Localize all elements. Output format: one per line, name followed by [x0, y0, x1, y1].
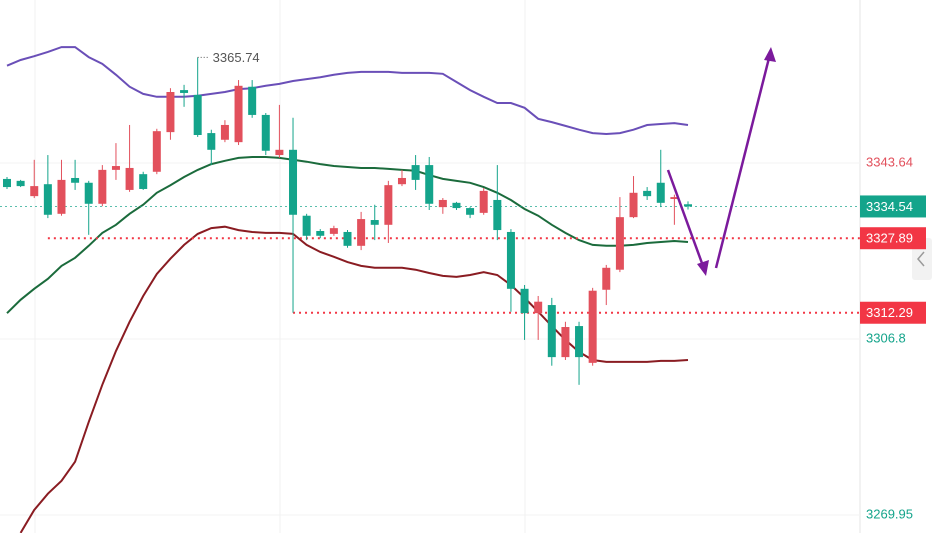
candle-body	[261, 114, 270, 151]
candle-body	[629, 192, 638, 218]
candle-body	[193, 94, 202, 135]
candle-body	[180, 90, 189, 93]
candle-body	[343, 231, 352, 246]
candle-body	[302, 215, 311, 236]
y-tick-label: 3306.8	[866, 330, 906, 345]
candle-body	[534, 301, 543, 314]
candle-body	[479, 190, 488, 213]
candle-body	[357, 219, 366, 246]
candle-body	[684, 204, 692, 207]
candle-body	[547, 305, 556, 358]
candle-body	[16, 180, 25, 187]
candle-body	[397, 177, 406, 185]
arrows	[666, 47, 776, 276]
candle-body	[602, 267, 611, 290]
candle-body	[316, 231, 325, 236]
candle-body	[466, 208, 475, 215]
candle-body	[125, 167, 134, 190]
candle-body	[98, 169, 107, 204]
candle-body	[575, 326, 584, 358]
price-box	[860, 227, 926, 250]
candle-body	[43, 184, 52, 215]
candle-body	[588, 290, 597, 363]
candle-body	[234, 85, 243, 143]
high-label: 3365.74	[213, 50, 260, 65]
candle-body	[561, 327, 570, 358]
arrow-down	[666, 169, 705, 267]
candle-body	[384, 185, 393, 225]
candle-body	[111, 166, 120, 170]
candle-body	[220, 124, 229, 140]
price-box-label: 3327.89	[866, 231, 913, 246]
candle-body	[289, 149, 298, 215]
price-box	[860, 301, 926, 324]
price-box-label: 3334.54	[866, 199, 913, 214]
price-box-label: 3312.29	[866, 305, 913, 320]
candle-body	[425, 165, 434, 204]
candle-body	[275, 149, 284, 156]
candle-body	[656, 182, 665, 203]
arrow-head	[764, 47, 776, 62]
arrow-head	[697, 260, 709, 276]
candle-body	[438, 199, 447, 208]
candle-body	[329, 228, 338, 234]
candle-body	[166, 92, 175, 133]
candle-body	[452, 202, 461, 209]
y-tick-label: 3269.95	[866, 506, 913, 521]
candle-body	[152, 131, 161, 172]
candle-body	[84, 182, 93, 204]
price-box	[860, 195, 926, 218]
candle-body	[506, 231, 515, 289]
candle-body	[370, 220, 379, 225]
candle-body	[411, 165, 420, 180]
candle-body	[615, 217, 624, 270]
candle-body	[57, 179, 66, 214]
candle-body	[248, 86, 257, 115]
scroll-chevron	[917, 251, 925, 267]
candle-body	[207, 133, 216, 150]
band-line	[6, 46, 689, 136]
candle-body	[520, 288, 529, 314]
candle-body	[71, 177, 80, 183]
band-line	[6, 156, 689, 314]
candle-body	[139, 174, 148, 189]
candle-body	[643, 190, 652, 197]
candle-body	[3, 178, 11, 188]
y-tick-label: 3343.64	[866, 154, 913, 169]
arrow-up	[714, 57, 771, 269]
candle-body	[670, 197, 679, 200]
candle-body	[30, 186, 39, 197]
candle-body	[493, 199, 502, 231]
time-grid	[34, 0, 526, 533]
